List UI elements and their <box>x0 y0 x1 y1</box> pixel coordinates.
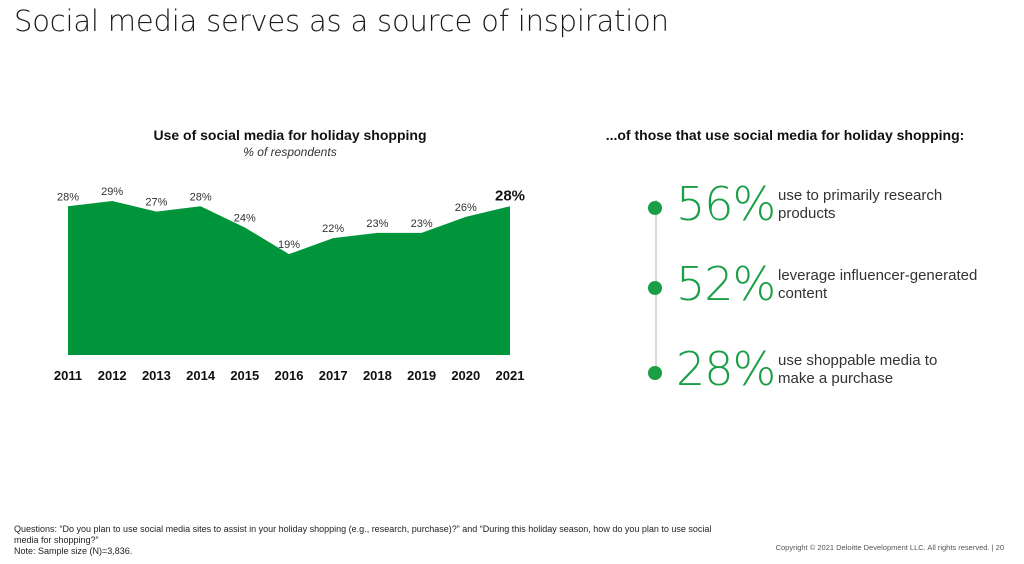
slide-title: Social media serves as a source of inspi… <box>14 4 669 38</box>
area-chart: 28% 29% 27% 28% 24% 19% 22% 23% 23% 26% 28% 2011 20… <box>54 186 525 383</box>
data-label: 29% <box>101 186 123 198</box>
x-tick-label: 2019 <box>407 368 436 383</box>
stat-description: use to primarily research products <box>778 187 943 222</box>
stat-value: 56% <box>676 177 776 231</box>
bullet-dot-icon <box>648 201 662 215</box>
data-label: 28% <box>190 191 212 203</box>
data-label: 27% <box>145 197 167 209</box>
x-tick-label: 2018 <box>363 368 392 383</box>
survey-questions: Questions: “Do you plan to use social me… <box>14 524 712 545</box>
bullet-dot-icon <box>648 281 662 295</box>
data-label: 26% <box>455 202 477 214</box>
data-label: 23% <box>366 218 388 230</box>
data-label: 24% <box>234 213 256 225</box>
x-tick-label: 2013 <box>142 368 171 383</box>
data-label: 28% <box>495 187 525 204</box>
sample-size-note: Note: Sample size (N)=3,836. <box>14 546 133 556</box>
x-tick-label: 2017 <box>319 368 348 383</box>
data-label: 22% <box>322 223 344 235</box>
data-label: 23% <box>411 218 433 230</box>
area-series <box>68 200 510 355</box>
x-tick-label: 2011 <box>54 368 82 383</box>
bullet-dot-icon <box>648 366 662 380</box>
footnote: Questions: “Do you plan to use social me… <box>14 524 734 557</box>
stat-value: 52% <box>676 257 776 311</box>
x-tick-label: 2020 <box>451 368 480 383</box>
chart-title: Use of social media for holiday shopping <box>153 127 427 143</box>
data-label: 28% <box>57 191 79 203</box>
x-tick-label: 2016 <box>275 368 304 383</box>
stat-description: leverage influencer-generated content <box>778 267 978 302</box>
stats-title: ...of those that use social media for ho… <box>605 127 965 143</box>
x-tick-label: 2012 <box>98 368 127 383</box>
stat-description: use shoppable media to make a purchase <box>778 352 938 387</box>
x-tick-label: 2014 <box>186 368 216 383</box>
data-label: 19% <box>278 239 300 251</box>
chart-subtitle: % of respondents <box>243 145 337 159</box>
copyright: Copyright © 2021 Deloitte Development LL… <box>775 543 1004 552</box>
stat-value: 28% <box>676 342 776 396</box>
x-tick-label: 2015 <box>230 368 259 383</box>
x-tick-label: 2021 <box>496 368 525 383</box>
